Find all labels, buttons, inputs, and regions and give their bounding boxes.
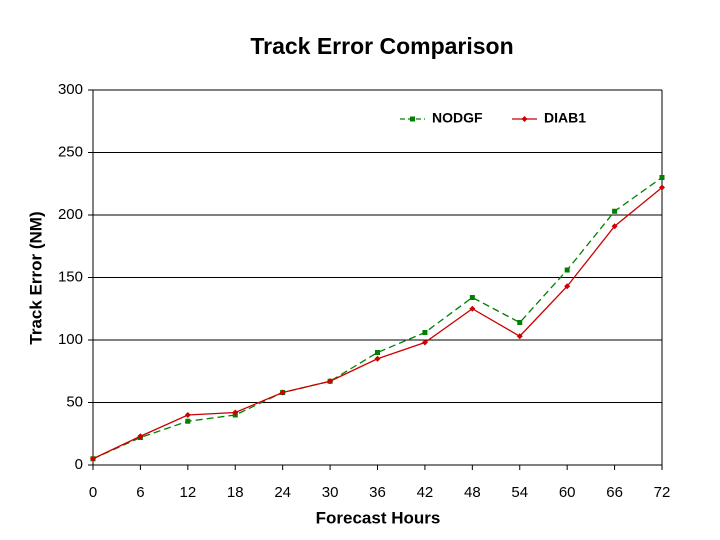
- x-tick-label: 60: [559, 484, 576, 501]
- chart-title: Track Error Comparison: [250, 33, 513, 59]
- data-point: [422, 330, 428, 335]
- data-point: [185, 418, 191, 424]
- data-point: [564, 283, 571, 290]
- data-point: [137, 433, 144, 440]
- legend-marker: [521, 116, 528, 122]
- legend-label: DIAB1: [544, 110, 586, 126]
- data-point: [611, 223, 618, 230]
- x-tick-label: 6: [136, 484, 144, 501]
- y-tick-label: 150: [58, 268, 83, 285]
- x-tick-label: 36: [369, 484, 386, 501]
- data-point: [516, 333, 523, 340]
- y-tick-label: 50: [66, 393, 83, 410]
- x-tick-label: 24: [274, 484, 291, 501]
- data-point: [232, 409, 239, 416]
- data-point: [374, 355, 381, 362]
- x-tick-label: 12: [179, 484, 196, 501]
- data-point: [659, 175, 665, 180]
- data-point: [279, 389, 286, 396]
- y-tick-label: 300: [58, 81, 83, 98]
- y-tick-label: 250: [58, 143, 83, 160]
- data-point: [184, 412, 191, 418]
- y-axis-label: Track Error (NM): [26, 211, 45, 344]
- data-point: [612, 208, 618, 214]
- y-tick-label: 200: [58, 206, 83, 223]
- data-point: [659, 184, 665, 191]
- series-line: [92, 186, 663, 460]
- legend-label: NODGF: [432, 110, 483, 126]
- x-tick-label: 30: [322, 484, 339, 501]
- data-point: [469, 305, 476, 312]
- x-tick-label: 42: [417, 484, 434, 501]
- data-point: [90, 455, 96, 462]
- data-point: [327, 378, 334, 385]
- y-tick-label: 100: [58, 331, 83, 348]
- data-point: [517, 320, 523, 325]
- legend-marker: [410, 116, 415, 122]
- x-tick-label: 18: [227, 484, 244, 501]
- x-tick-label: 66: [606, 484, 623, 501]
- data-point: [421, 339, 428, 346]
- x-axis-label: Forecast Hours: [316, 508, 441, 527]
- data-point: [375, 350, 380, 355]
- y-tick-label: 0: [75, 456, 83, 473]
- x-tick-label: 54: [511, 484, 528, 501]
- data-point: [564, 267, 570, 273]
- data-point: [469, 295, 475, 300]
- x-tick-label: 0: [89, 484, 97, 501]
- series-line: [92, 176, 663, 460]
- x-tick-label: 72: [654, 484, 671, 501]
- x-tick-label: 48: [464, 484, 481, 501]
